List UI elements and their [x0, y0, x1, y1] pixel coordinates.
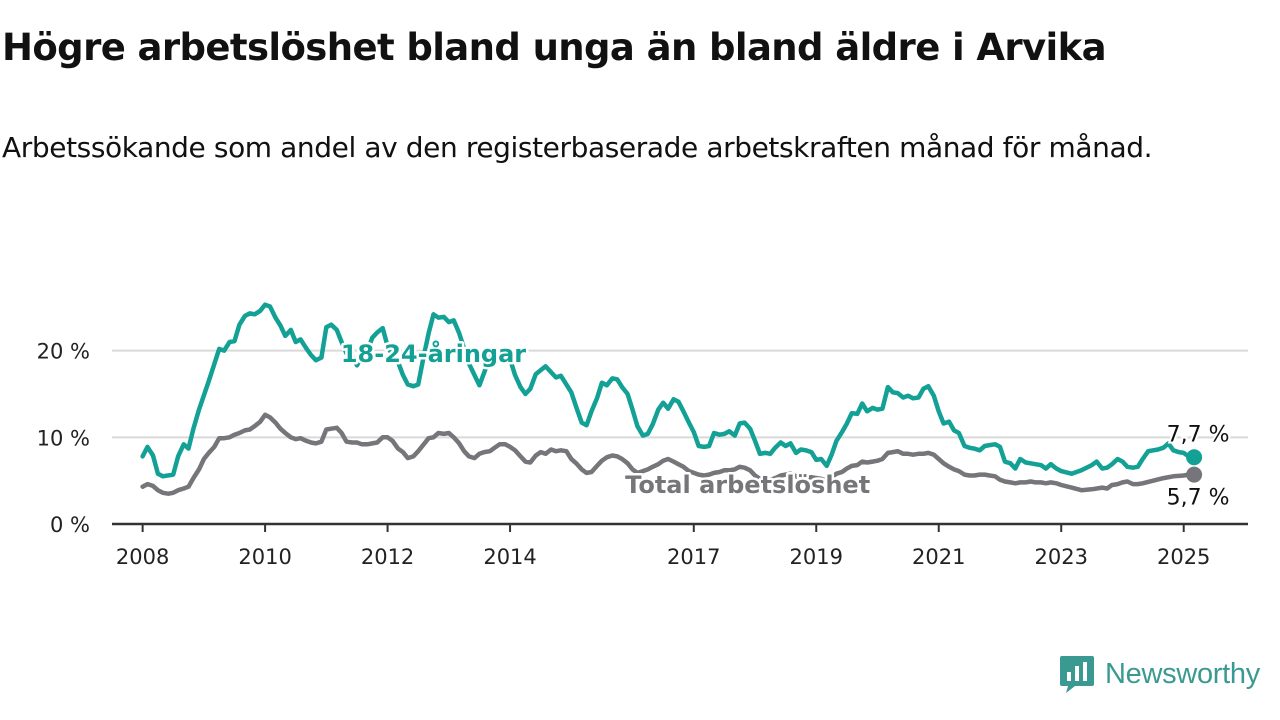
- label-layer: 18-24-åringar Total arbetslöshet 7,7 % 5,7 …: [338, 337, 1231, 513]
- x-tick-label: 2023: [1034, 545, 1087, 569]
- grid-layer: [112, 349, 1248, 439]
- page-title: Högre arbetslöshet bland unga än bland ä…: [2, 26, 1107, 69]
- y-tick-label: 10 %: [37, 426, 90, 450]
- line-layer: [140, 302, 1203, 496]
- x-tick-label: 2019: [790, 545, 843, 569]
- x-tick-label: 2010: [238, 545, 291, 569]
- x-tick-label: 2021: [912, 545, 965, 569]
- series-line-total: [140, 412, 1197, 496]
- series-label: 18-24-åringar: [341, 339, 526, 368]
- x-tick-label: 2017: [667, 545, 720, 569]
- brand-logo: Newsworthy: [1059, 653, 1260, 695]
- end-value-label: 7,7 %: [1167, 422, 1230, 447]
- end-point-total: [1186, 466, 1203, 483]
- newsworthy-logo-icon: [1060, 656, 1094, 693]
- brand-name: Newsworthy: [1105, 657, 1260, 690]
- line-chart: 0 % 10 % 20 % 2008 2010 2012 2014 2017 2019 2021 2…: [37, 302, 1248, 569]
- x-tick-label: 2008: [116, 545, 169, 569]
- x-tick-label: 2014: [483, 545, 536, 569]
- page-subtitle: Arbetssökande som andel av den registerb…: [2, 131, 1153, 164]
- x-tick-label: 2012: [361, 545, 414, 569]
- end-value-label: 5,7 %: [1167, 486, 1230, 511]
- series-label: Total arbetslöshet: [625, 471, 870, 499]
- y-tick-label: 20 %: [37, 340, 90, 364]
- x-tick-label: 2025: [1157, 545, 1210, 569]
- y-tick-label: 0 %: [50, 513, 90, 537]
- end-point-youth: [1186, 449, 1203, 466]
- axis-layer: 0 % 10 % 20 % 2008 2010 2012 2014 2017 2019 2021 2…: [37, 340, 1248, 569]
- series-line-youth: [140, 302, 1197, 479]
